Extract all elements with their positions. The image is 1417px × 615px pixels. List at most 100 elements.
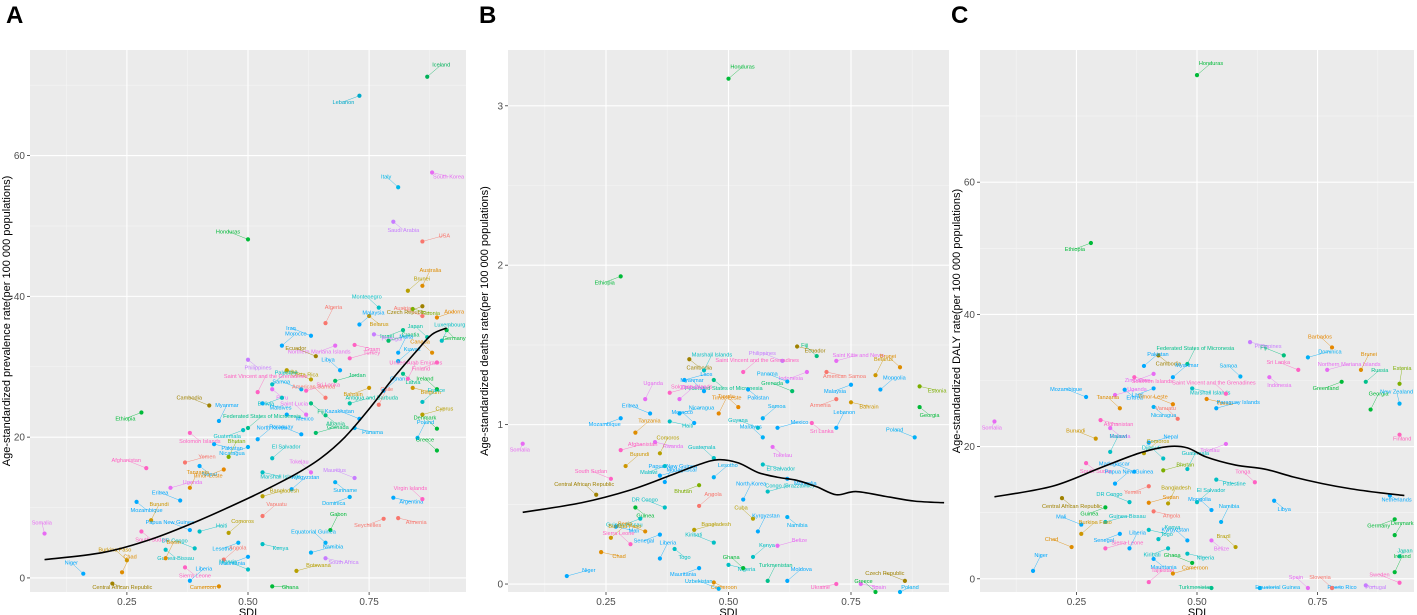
data-point (1112, 481, 1118, 486)
leader-line (227, 231, 249, 240)
leader-line (313, 531, 326, 543)
leader-line (295, 348, 316, 357)
data-point (182, 565, 188, 570)
leader-line (1216, 479, 1235, 484)
point-label: Equatorial Guinea (291, 530, 337, 536)
point-label: Tonga (1235, 469, 1251, 475)
data-point (672, 546, 677, 552)
panel-letter: A (6, 2, 24, 29)
leader-line (919, 386, 938, 391)
data-point (1146, 579, 1151, 585)
point-label: Papua New Guinea (146, 520, 195, 526)
leader-line (1114, 463, 1135, 472)
y-axis-title: Age-standardized deaths rate(per 100 000… (479, 186, 491, 456)
data-point (1161, 456, 1166, 461)
leader-line (262, 490, 285, 497)
leader-line (787, 516, 798, 526)
leader-line (1143, 353, 1159, 367)
point-label: Papua New Guinea (649, 464, 698, 470)
data-point (294, 568, 299, 573)
x-tick-label: 0.50 (719, 597, 739, 608)
leader-line (432, 172, 449, 177)
leader-line (1196, 489, 1212, 503)
data-point (726, 76, 731, 81)
leader-line (1132, 486, 1149, 493)
data-point (716, 411, 721, 416)
leader-line (1307, 351, 1330, 358)
leader-line (820, 583, 837, 588)
point-label: Federated States of Micronesia (223, 414, 302, 420)
point-label: Estonia (928, 388, 948, 394)
point-label: Panama (362, 430, 384, 436)
leader-line (272, 446, 287, 459)
point-label: Sri Lanka (316, 383, 341, 389)
point-label: Niger (582, 568, 596, 574)
point-label: Suriname (333, 488, 357, 494)
data-point (420, 304, 425, 309)
point-label: Comoros (657, 435, 680, 441)
point-label: Portugal (1365, 585, 1386, 591)
leader-line (726, 395, 739, 408)
point-label: Jordan (349, 373, 366, 379)
leader-line (1360, 353, 1370, 371)
leader-line (335, 374, 358, 382)
y-tick-label: 40 (964, 310, 976, 321)
point-label: Saint Kitts and Nevis (832, 353, 884, 359)
x-axis-title: SDI (719, 607, 737, 615)
leader-line (1107, 397, 1120, 409)
leader-line (659, 437, 669, 454)
leader-line (325, 307, 334, 324)
leader-line (417, 421, 426, 438)
data-point (662, 463, 667, 469)
data-point (1093, 436, 1098, 441)
leader-line (664, 465, 673, 483)
leader-line (427, 64, 442, 77)
leader-line (1325, 381, 1342, 388)
point-label: Oman (390, 377, 405, 383)
point-label: Belize (792, 538, 807, 544)
point-label: Malaysia (824, 389, 847, 395)
leader-line (566, 569, 589, 577)
leader-line (265, 397, 282, 404)
point-label: France (428, 388, 445, 394)
point-label: Croatia (401, 333, 420, 339)
leader-line (126, 459, 147, 469)
point-label: Equatorial Guinea (1255, 585, 1301, 591)
point-label: Eritrea (152, 490, 169, 496)
data-point (352, 475, 357, 481)
point-label: Cambodia (687, 365, 713, 371)
point-label: Benin (166, 540, 180, 546)
leader-line (354, 344, 373, 350)
point-label: Kiribati (685, 533, 702, 539)
data-point (1397, 432, 1402, 437)
leader-line (199, 465, 210, 475)
point-label: El Salvador (272, 444, 301, 450)
leader-line (604, 276, 621, 283)
leader-line (1172, 365, 1188, 378)
leader-line (635, 420, 650, 433)
leader-line (257, 376, 266, 393)
data-point (187, 430, 192, 436)
leader-line (1061, 497, 1073, 507)
point-label: Guinea (636, 514, 655, 520)
point-label: Marshall Islands (260, 474, 301, 480)
data-point (638, 516, 643, 521)
point-label: Austria (394, 306, 412, 312)
data-point (834, 397, 839, 402)
point-label: Mali (1056, 515, 1066, 521)
data-point (415, 435, 420, 440)
point-label: Brunei (1361, 352, 1377, 358)
panel-c: C 0.25 0.50 0.75 0 20 40 60 SDI Age-standardized… (945, 0, 1417, 615)
data-point (1112, 392, 1118, 398)
leader-line (618, 533, 631, 545)
leader-line (1175, 529, 1188, 541)
point-label: Tanzania (1097, 395, 1120, 401)
leader-line (306, 384, 329, 391)
data-point (1223, 441, 1229, 447)
data-point (1103, 505, 1108, 510)
data-point (1030, 568, 1036, 573)
leader-line (1195, 586, 1212, 589)
point-label: Guinea-Bissau (606, 523, 643, 529)
y-tick-label: 0 (19, 573, 25, 584)
data-point (1151, 556, 1156, 562)
